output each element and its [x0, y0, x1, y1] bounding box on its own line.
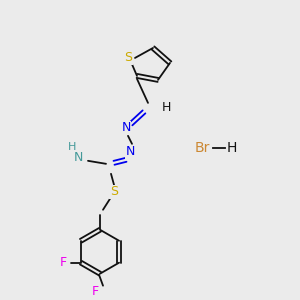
- Text: H: H: [161, 101, 171, 114]
- Text: N: N: [125, 145, 135, 158]
- Text: Br: Br: [195, 141, 210, 155]
- Text: F: F: [59, 256, 67, 269]
- Text: H: H: [68, 142, 76, 152]
- Text: F: F: [92, 285, 99, 298]
- Text: H: H: [227, 141, 237, 155]
- Text: S: S: [110, 185, 118, 198]
- Text: N: N: [121, 122, 131, 134]
- Text: S: S: [124, 51, 132, 64]
- Text: N: N: [73, 151, 83, 164]
